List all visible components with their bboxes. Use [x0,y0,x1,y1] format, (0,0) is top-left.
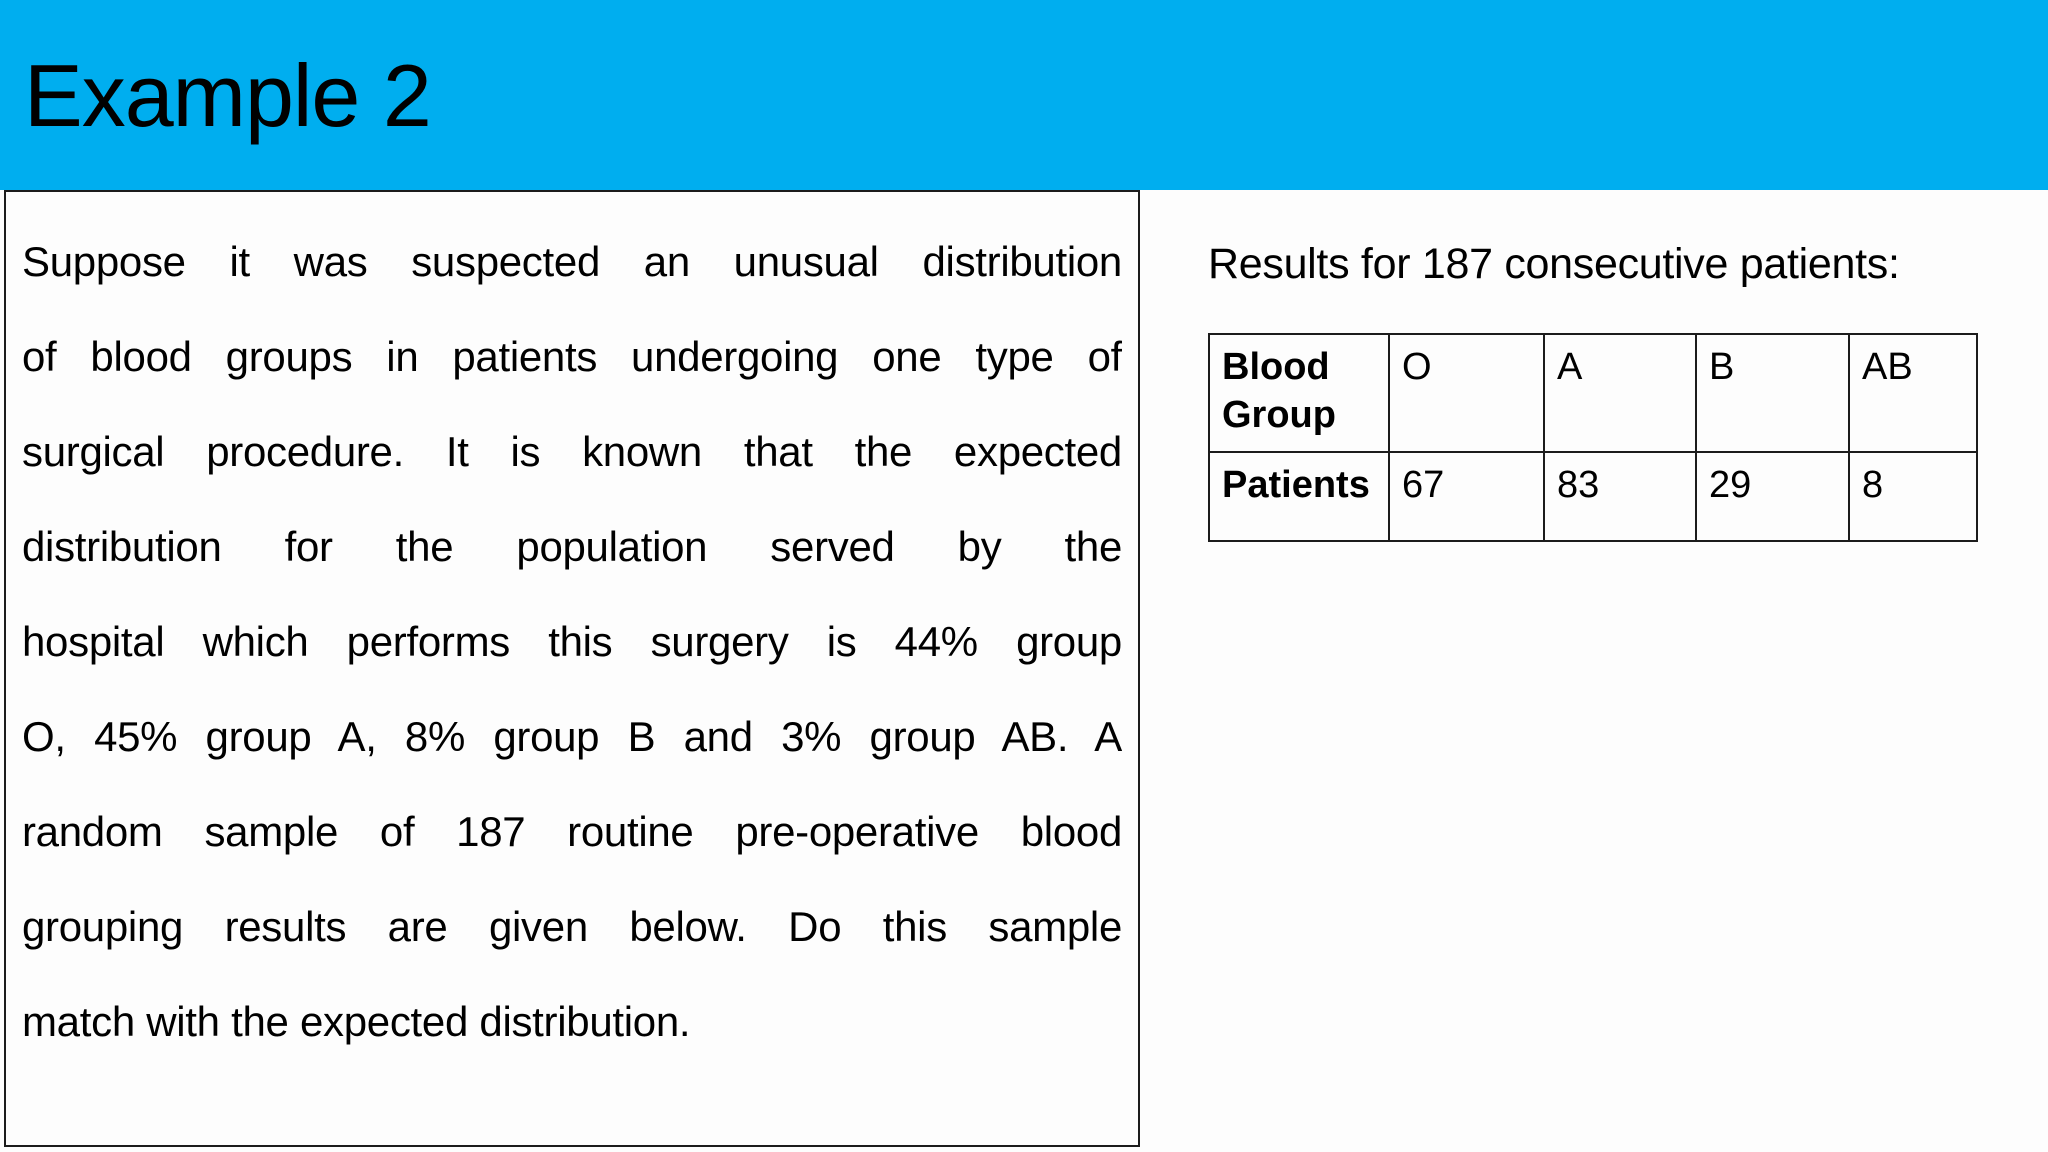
results-heading: Results for 187 consecutive patients: [1208,240,1900,288]
table-cell-patients-a: 83 [1543,451,1697,542]
results-panel: Results for 187 consecutive patients: Bl… [1208,238,1998,542]
table-row-patients: Patients 67 83 29 8 [1208,451,1978,542]
table-cell-patients-label: Patients [1208,451,1390,542]
table-cell-group-o: O [1388,333,1545,453]
table-cell-group-ab: AB [1848,333,1978,453]
table-cell-blood-group-label: Blood Group [1208,333,1390,453]
problem-line: O, 45% group A, 8% group B and 3% group … [22,713,1122,760]
problem-line: grouping results are given below. Do thi… [22,903,1122,950]
problem-textbox: Suppose it was suspected an unusual dist… [4,190,1140,1147]
problem-line: match with the expected distribution. [22,998,691,1045]
results-table: Blood Group O A B AB Patients 67 83 29 8 [1208,333,1978,542]
problem-line: random sample of 187 routine pre-operati… [22,808,1122,855]
table-cell-group-b: B [1695,333,1850,453]
problem-line: Suppose it was suspected an unusual dist… [22,238,1122,285]
problem-line: distribution for the population served b… [22,523,1122,570]
table-row-blood-group: Blood Group O A B AB [1208,333,1978,453]
slide-title: Example 2 [24,46,432,145]
problem-line: surgical procedure. It is known that the… [22,428,1122,475]
table-cell-patients-ab: 8 [1848,451,1978,542]
title-band: Example 2 [0,0,2048,190]
table-cell-patients-o: 67 [1388,451,1545,542]
problem-line: of blood groups in patients undergoing o… [22,333,1122,380]
table-cell-group-a: A [1543,333,1697,453]
problem-line: hospital which performs this surgery is … [22,618,1122,665]
table-cell-patients-b: 29 [1695,451,1850,542]
